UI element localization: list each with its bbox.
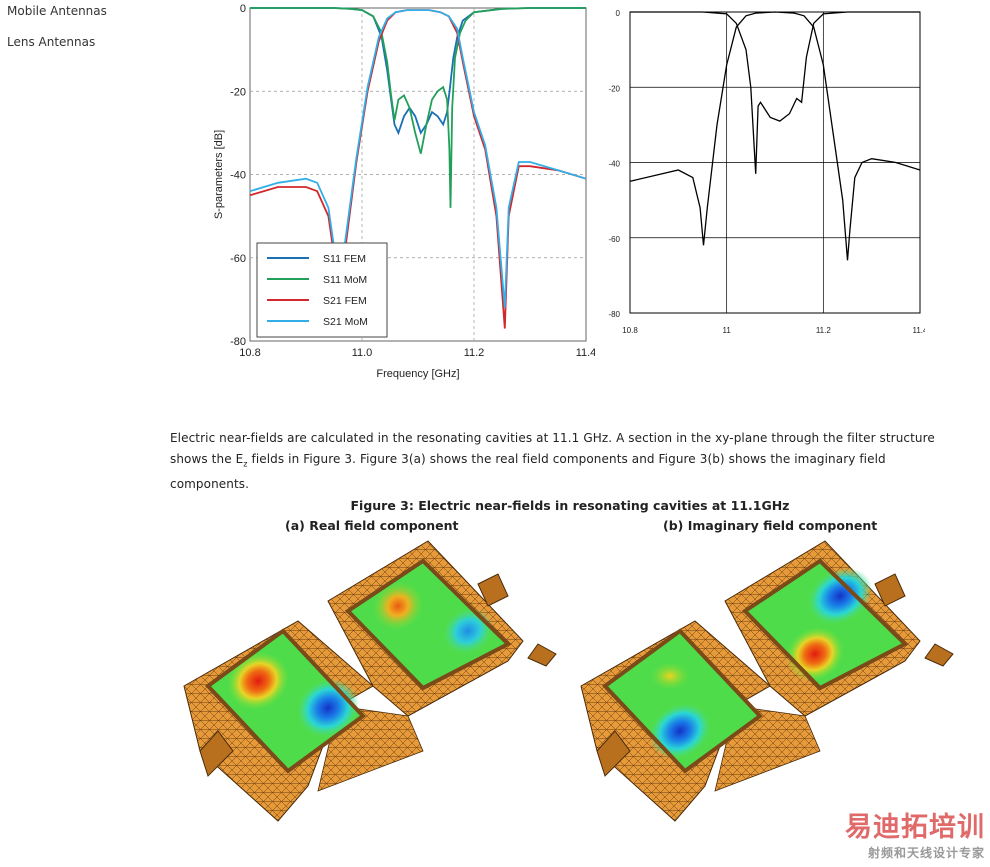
x-tick-label: 10.8 [622,326,638,335]
x-axis-label: Frequency [GHz] [376,368,459,380]
paragraph-text-2: fields in Figure 3. Figure 3(a) shows th… [170,451,886,492]
sidebar: Mobile Antennas Lens Antennas [7,4,157,66]
y-tick-label: 0 [616,9,621,18]
watermark-line-2: 射频和天线设计专家 [867,846,985,860]
y-tick-label: 0 [240,3,246,15]
y-tick-label: -80 [230,336,246,348]
y-tick-label: -60 [230,253,246,265]
subfigure-a-caption: (a) Real field component [285,518,459,533]
y-tick-label: -40 [230,170,246,182]
paragraph-text-1: Electric near-fields are calculated in t… [170,431,935,466]
s-parameters-chart-simulated: 10.8 11.0 11.2 11.4 0 -20 -40 -60 -80 Frequency [… [213,3,595,380]
legend-label: S21 FEM [323,295,367,307]
subscript-z: z [243,458,248,468]
watermark: 易迪拓培训 射频和天线设计专家 [835,812,985,861]
x-tick-label: 11.0 [352,347,373,359]
x-tick-label: 11.4 [576,347,595,359]
series-line-4 [249,9,587,308]
sidebar-item-lens-antennas[interactable]: Lens Antennas [7,35,96,49]
s-parameters-chart-measured: 10.8 11 11.2 11.4 0 -20 -40 -60 -80 [608,9,925,335]
y-tick-label: -60 [608,235,620,244]
series-line-2 [250,7,586,208]
x-tick-label: 11 [723,326,732,335]
y-tick-label: -40 [608,160,620,169]
legend-label: S21 MoM [323,316,368,328]
y-tick-label: -80 [608,310,620,319]
x-tick-label: 11.2 [816,326,832,335]
watermark-line-1: 易迪拓培训 [845,812,985,843]
series-line-1 [629,11,921,261]
series-line-2 [630,11,920,174]
x-tick-label: 11.2 [464,347,485,359]
near-field-real-image [183,540,557,822]
x-tick-label: 10.8 [239,347,260,359]
y-tick-label: -20 [608,84,620,93]
figure-title: Figure 3: Electric near-fields in resona… [350,498,790,513]
legend-label: S11 MoM [323,274,367,286]
subfigure-b-caption: (b) Imaginary field component [663,518,878,533]
y-axis-label: S-parameters [dB] [213,130,225,219]
description-paragraph: Electric near-fields are calculated in t… [170,428,960,495]
sidebar-item-mobile-antennas[interactable]: Mobile Antennas [7,4,107,18]
legend-label: S11 FEM [323,253,366,265]
near-field-imaginary-image [580,540,954,822]
x-tick-label: 11.4 [913,326,925,335]
y-tick-label: -20 [230,86,246,98]
